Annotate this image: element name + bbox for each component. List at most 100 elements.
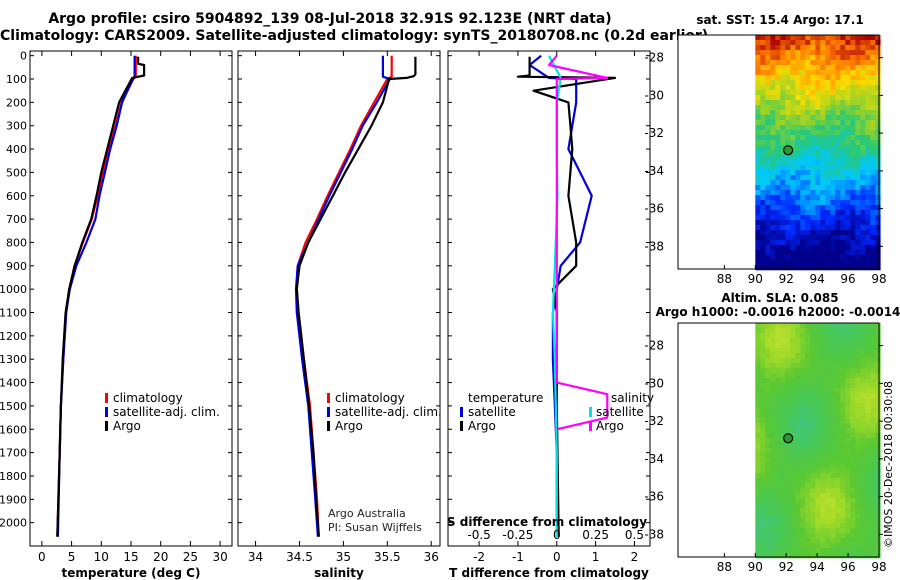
sla-map-cell — [770, 438, 776, 444]
sla-map-cell — [805, 528, 811, 534]
sst-map-cell — [840, 40, 846, 46]
sst-map-cell — [785, 85, 791, 91]
sst-map-cell — [800, 250, 806, 256]
sst-map-cell — [865, 210, 871, 216]
sla-map-cell — [810, 488, 816, 494]
sst-map-cell — [835, 215, 841, 221]
sst-map-cell — [780, 155, 786, 161]
sla-map-cell — [875, 338, 881, 344]
sst-map-cell — [780, 240, 786, 246]
difference-profile-xtick-label: -2 — [473, 550, 485, 564]
sla-map-cell — [785, 523, 791, 529]
sst-map-cell — [810, 35, 816, 41]
sst-map-cell — [790, 120, 796, 126]
sst-map-cell — [770, 115, 776, 121]
sst-map-cell — [775, 230, 781, 236]
sla-map-cell — [865, 548, 871, 554]
sst-map-ytick-label: -36 — [644, 202, 664, 216]
sla-map-cell — [810, 498, 816, 504]
sla-map-cell — [820, 428, 826, 434]
sla-map-cell — [825, 523, 831, 529]
sla-map-cell — [810, 543, 816, 549]
sst-map-cell — [780, 100, 786, 106]
sst-map-cell — [850, 240, 856, 246]
sla-map-cell — [765, 453, 771, 459]
sla-map-cell — [840, 383, 846, 389]
sla-map-cell — [850, 498, 856, 504]
sla-map-cell — [800, 548, 806, 554]
sst-map-cell — [850, 140, 856, 146]
sst-map-cell — [755, 245, 761, 251]
sla-map-cell — [760, 548, 766, 554]
depth-tick-label: 0 — [20, 50, 27, 63]
sla-map-cell — [785, 373, 791, 379]
sla-map-frame — [677, 322, 880, 558]
sst-map-cell — [865, 80, 871, 86]
sst-map-cell — [820, 140, 826, 146]
difference-profile-xtick-label: 1 — [592, 550, 600, 564]
sla-map-cell — [860, 408, 866, 414]
sla-map-cell — [860, 538, 866, 544]
sst-map-cell — [765, 135, 771, 141]
sla-map-cell — [835, 418, 841, 424]
sla-map-cell — [810, 368, 816, 374]
sla-map-cell — [770, 368, 776, 374]
sla-map-cell — [775, 553, 781, 559]
sst-map-cell — [860, 35, 866, 41]
sst-map-cell — [760, 240, 766, 246]
sla-map-cell — [810, 428, 816, 434]
sla-map-cell — [845, 348, 851, 354]
sst-map-cell — [760, 120, 766, 126]
sst-map-cell — [845, 95, 851, 101]
sla-map-cell — [870, 408, 876, 414]
sla-map-cell — [865, 543, 871, 549]
sla-map-cell — [820, 403, 826, 409]
depth-tick-label: 300 — [6, 120, 27, 133]
sla-map-cell — [855, 553, 861, 559]
sla-map-cell — [765, 383, 771, 389]
sst-map-cell — [845, 110, 851, 116]
sla-map-cell — [775, 363, 781, 369]
sla-map-cell — [830, 373, 836, 379]
sst-map-ytick-label: -32 — [644, 126, 664, 140]
sst-map-cell — [770, 230, 776, 236]
sst-map-cell — [775, 105, 781, 111]
secondary-xlabel: S difference from climatology — [447, 515, 647, 529]
sst-map-cell — [865, 100, 871, 106]
sst-map-cell — [875, 35, 881, 41]
sst-map-cell — [860, 50, 866, 56]
sst-map-cell — [845, 235, 851, 241]
sla-map-cell — [845, 488, 851, 494]
sla-map-cell — [800, 328, 806, 334]
sla-map-cell — [780, 438, 786, 444]
sla-map-cell — [835, 343, 841, 349]
sst-map-cell — [830, 50, 836, 56]
sla-map-cell — [775, 343, 781, 349]
sst-map-cell — [865, 255, 871, 261]
sst-map-cell — [840, 145, 846, 151]
sla-map-cell — [825, 328, 831, 334]
sst-map-cell — [825, 260, 831, 266]
sla-map-cell — [785, 378, 791, 384]
sla-map-cell — [870, 503, 876, 509]
sst-map-cell — [855, 90, 861, 96]
sst-map-cell — [770, 175, 776, 181]
sst-map-cell — [760, 230, 766, 236]
sst-map-cell — [810, 225, 816, 231]
sst-map-cell — [760, 260, 766, 266]
sla-map-cell — [805, 348, 811, 354]
sst-map-cell — [785, 95, 791, 101]
sla-map-cell — [865, 433, 871, 439]
sst-map-cell — [785, 105, 791, 111]
sla-map-cell — [870, 513, 876, 519]
sst-map-cell — [840, 115, 846, 121]
sst-map-cell — [805, 230, 811, 236]
sla-map-cell — [865, 413, 871, 419]
sla-map-cell — [865, 458, 871, 464]
sla-map-cell — [765, 488, 771, 494]
sla-map-cell — [765, 358, 771, 364]
sst-map-cell — [855, 55, 861, 61]
sst-map-cell — [780, 170, 786, 176]
sst-map-cell — [805, 245, 811, 251]
sla-map-cell — [810, 528, 816, 534]
